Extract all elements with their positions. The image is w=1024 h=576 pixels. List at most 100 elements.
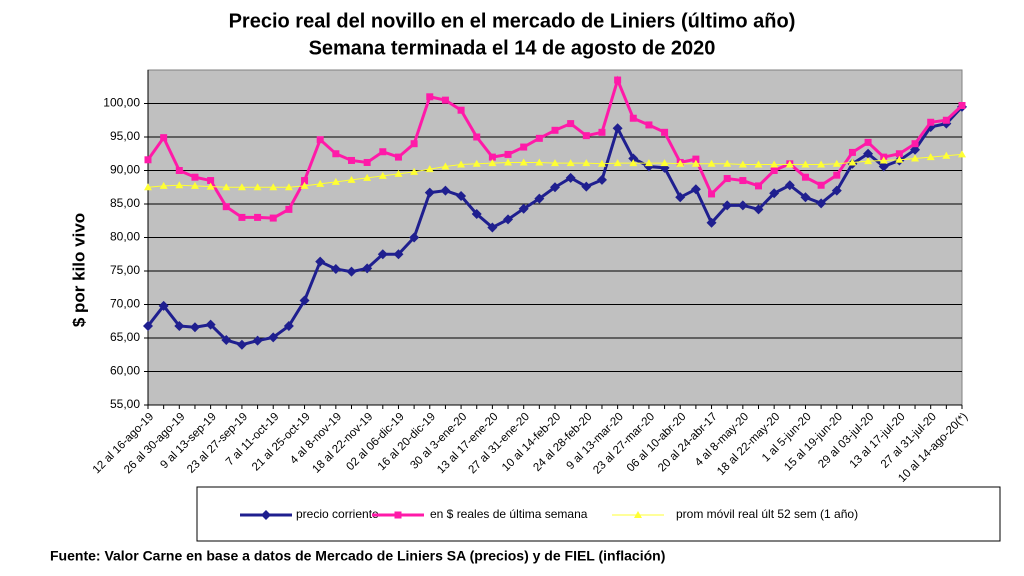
data-point: [332, 150, 340, 158]
data-point: [785, 160, 794, 168]
data-point: [519, 158, 528, 166]
data-point: [706, 217, 717, 228]
data-point: [566, 159, 575, 167]
data-point: [817, 181, 825, 189]
data-point: [504, 150, 512, 158]
data-point: [379, 148, 387, 156]
data-point: [346, 266, 357, 277]
data-point: [158, 300, 169, 311]
data-point: [175, 181, 184, 189]
data-point: [691, 159, 700, 167]
y-tick-label: 85,00: [110, 196, 140, 210]
data-point: [487, 222, 498, 233]
data-point: [189, 322, 200, 333]
data-point: [207, 177, 215, 185]
data-point: [753, 204, 764, 215]
data-point: [222, 203, 230, 211]
data-point: [692, 155, 700, 163]
data-point: [285, 205, 293, 213]
y-tick-label: 100,00: [103, 96, 140, 110]
data-point: [315, 256, 326, 267]
source-note: Fuente: Valor Carne en base a datos de M…: [50, 548, 665, 564]
data-point: [817, 160, 826, 168]
data-point: [377, 249, 388, 260]
data-point: [457, 106, 465, 114]
data-point: [424, 187, 435, 198]
data-point: [253, 183, 262, 191]
data-point: [440, 185, 451, 196]
data-point: [535, 134, 543, 142]
data-point: [863, 148, 874, 159]
data-point: [300, 181, 309, 189]
data-point: [675, 192, 686, 203]
data-point: [644, 159, 653, 167]
data-point: [879, 156, 888, 164]
data-point: [911, 154, 920, 162]
x-tick-label: 13 al 17-jul-20: [848, 411, 908, 471]
data-point: [191, 173, 199, 181]
data-point: [441, 162, 450, 170]
y-tick-label: 65,00: [110, 330, 140, 344]
y-tick-label: 70,00: [110, 297, 140, 311]
data-point: [911, 140, 919, 148]
y-tick-label: 55,00: [110, 397, 140, 411]
data-point: [237, 183, 246, 191]
data-point: [660, 159, 669, 167]
chart-subtitle: Semana terminada el 14 de agosto de 2020: [309, 37, 716, 59]
data-point: [144, 156, 152, 164]
data-point: [410, 140, 418, 148]
data-point: [331, 177, 340, 185]
data-point: [833, 171, 841, 179]
data-point: [676, 159, 685, 167]
data-point: [457, 160, 466, 168]
data-point: [551, 159, 559, 167]
data-point: [942, 151, 951, 159]
legend-box: [196, 486, 1001, 542]
data-point: [330, 263, 341, 274]
data-point: [504, 158, 513, 166]
data-point: [254, 213, 262, 221]
data-point: [597, 159, 606, 167]
data-point: [363, 173, 372, 181]
data-point: [723, 175, 731, 183]
data-point: [645, 121, 653, 129]
data-point: [629, 114, 637, 122]
data-point: [770, 160, 779, 168]
data-point: [393, 249, 404, 260]
data-point: [832, 159, 841, 167]
data-point: [848, 158, 857, 166]
x-tick-label: 30 al 3-ene-20: [408, 411, 469, 472]
y-axis-label: $ por kilo vivo: [69, 213, 88, 327]
data-point: [205, 319, 216, 330]
data-point: [878, 161, 889, 172]
data-point: [426, 93, 434, 101]
data-point: [831, 185, 842, 196]
data-point: [269, 214, 277, 222]
data-point: [174, 320, 185, 331]
legend-marker: [634, 511, 642, 518]
x-tick-label: 27 al 31-jul-20: [879, 411, 939, 471]
data-point: [629, 159, 638, 167]
data-point: [222, 183, 231, 191]
data-point: [284, 183, 293, 191]
data-point: [441, 96, 449, 104]
data-point: [363, 158, 371, 166]
data-point: [864, 157, 873, 165]
data-point: [550, 182, 560, 193]
data-point: [910, 144, 921, 155]
legend-label: precio corriente: [296, 507, 379, 521]
data-point: [221, 335, 232, 346]
data-point: [690, 184, 701, 195]
data-point: [268, 332, 279, 343]
data-point: [347, 175, 356, 183]
data-point: [316, 136, 324, 144]
data-point: [801, 173, 809, 181]
data-point: [252, 335, 263, 346]
data-point: [316, 179, 325, 187]
data-point: [190, 181, 199, 189]
data-point: [596, 174, 607, 185]
data-point: [895, 150, 903, 158]
data-point: [707, 159, 716, 167]
data-point: [864, 138, 872, 146]
